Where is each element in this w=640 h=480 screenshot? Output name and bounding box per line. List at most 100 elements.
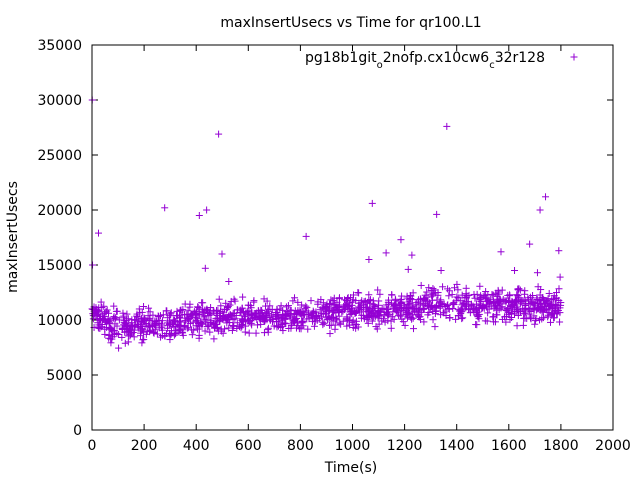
data-point [376,307,384,315]
legend: pg18b1gito2nofp.cx10cw6c32r128 [305,50,578,71]
data-point [397,307,405,315]
data-point [316,306,324,314]
data-point [368,317,376,325]
data-point [344,294,352,302]
data-point [473,308,481,316]
data-point [334,305,342,313]
data-point [99,315,107,323]
data-point [538,315,546,323]
data-point [206,328,214,336]
data-point [96,316,104,324]
data-point [118,324,126,332]
data-point [310,322,318,330]
data-point [327,296,335,304]
tick-labels: 0 200 400 600 800 1000 1200 1400 1600 1800 2000050… [37,38,630,454]
data-point [431,289,439,297]
data-point [167,309,175,317]
y-tick-label: 15000 [37,258,82,274]
data-point [201,327,209,335]
y-tick-label: 35000 [37,38,82,54]
data-point [421,297,429,305]
data-point [255,314,263,322]
data-point [100,302,108,310]
data-point [261,302,269,310]
data-point [183,311,191,319]
data-point [110,302,118,310]
data-point [419,305,427,313]
data-point-outlier [437,267,445,274]
data-point [472,320,480,328]
data-point [170,331,178,339]
data-point [335,294,343,302]
data-point [239,293,247,301]
data-point [477,297,485,305]
data-point [546,318,554,326]
data-point [348,298,356,306]
data-point [217,325,225,333]
data-point [319,318,327,326]
data-point [410,325,418,333]
data-point [105,331,113,339]
data-point [414,298,422,306]
y-tick-label: 25000 [37,148,82,164]
data-point-outlier [533,269,541,277]
data-point-outlier [404,265,412,273]
data-point [375,308,383,316]
data-point [383,310,391,318]
data-point [174,320,182,328]
data-point [376,290,384,298]
y-tick-label: 30000 [37,93,82,109]
data-point [427,290,435,298]
data-point [441,303,449,311]
data-point [384,305,392,313]
data-point-outlier [443,122,451,130]
data-point [298,301,306,309]
data-point [264,307,272,315]
data-point [557,299,565,307]
data-point-outlier [95,229,103,237]
data-point [115,316,123,324]
data-point [458,315,466,323]
data-point [330,300,338,308]
data-point [475,304,483,312]
data-point [93,311,101,319]
data-point [352,324,360,332]
data-point [401,305,409,313]
data-point [142,319,150,327]
data-point [349,316,357,324]
y-axis-label: maxInsertUsecs [5,181,21,293]
data-point [408,315,416,323]
data-point [98,311,106,319]
data-point [135,305,143,313]
data-point [504,297,512,305]
data-point [332,306,340,314]
data-point [138,339,146,347]
data-point [391,302,399,310]
data-point [448,291,456,299]
x-tick-label: 600 [235,438,262,454]
data-point [233,319,241,327]
data-point-outlier [382,249,390,257]
data-point [180,321,188,329]
data-point [363,298,371,306]
data-point [514,285,522,293]
data-point-outlier [556,273,564,281]
data-point [149,311,157,319]
data-point [188,331,196,339]
data-point [401,321,409,329]
data-point [551,295,559,303]
x-tick-label: 2000 [595,438,631,454]
data-point [179,326,187,334]
data-point [445,292,453,300]
data-point [331,325,339,333]
data-point [146,308,154,316]
data-point [532,314,540,322]
data-point [438,301,446,309]
legend-label-part: c [489,60,495,71]
data-point [124,327,132,335]
data-point [205,312,213,320]
data-point [237,308,245,316]
data-point [392,300,400,308]
data-point [439,283,447,291]
legend-label-part: 32r128 [495,50,545,66]
